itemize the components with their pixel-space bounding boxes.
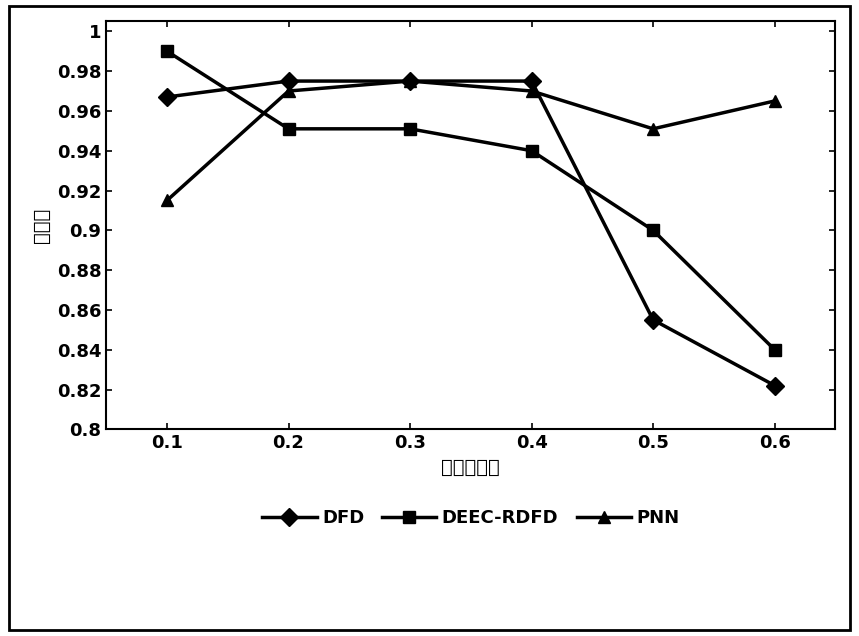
Line: PNN: PNN xyxy=(161,75,781,207)
X-axis label: 节点故障率: 节点故障率 xyxy=(442,458,500,477)
DFD xyxy=(283,77,294,85)
PNN xyxy=(648,125,658,133)
PNN xyxy=(527,87,537,95)
DEEC-RDFD xyxy=(648,226,658,234)
PNN xyxy=(161,197,172,204)
PNN xyxy=(770,97,780,105)
DFD xyxy=(527,77,537,85)
DEEC-RDFD xyxy=(770,346,780,354)
Y-axis label: 检测率: 检测率 xyxy=(32,208,52,243)
DFD xyxy=(161,93,172,100)
DEEC-RDFD xyxy=(283,125,294,133)
Legend: DFD, DEEC-RDFD, PNN: DFD, DEEC-RDFD, PNN xyxy=(255,502,686,534)
DEEC-RDFD xyxy=(405,125,415,133)
DFD xyxy=(770,382,780,389)
Line: DEEC-RDFD: DEEC-RDFD xyxy=(161,45,781,356)
PNN xyxy=(405,77,415,85)
DEEC-RDFD xyxy=(527,147,537,155)
Line: DFD: DFD xyxy=(161,75,781,392)
PNN xyxy=(283,87,294,95)
DEEC-RDFD xyxy=(161,48,172,55)
DFD xyxy=(648,316,658,324)
DFD xyxy=(405,77,415,85)
